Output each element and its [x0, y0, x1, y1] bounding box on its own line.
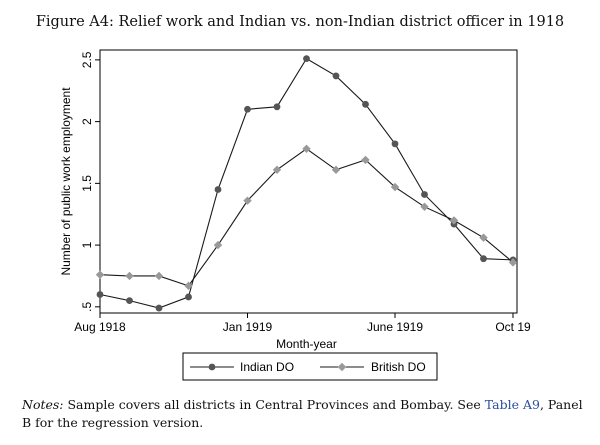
table-a9-link[interactable]: Table A9: [484, 397, 540, 412]
data-point: [185, 293, 192, 301]
figure-notes: Notes: Sample covers all districts in Ce…: [22, 396, 592, 432]
legend-entry: Indian DO: [190, 360, 294, 374]
data-point: [303, 55, 310, 63]
data-point: [391, 140, 399, 148]
series-british-do: [95, 144, 518, 291]
data-point: [243, 196, 252, 205]
data-point: [508, 258, 518, 267]
line-chart: .5 1 1.5 2 2.5 Aug 1918 Jan 1919 June 1919 Oct 1…: [59, 49, 531, 381]
data-point: [213, 240, 223, 250]
x-axis-title: Month-year: [276, 337, 337, 351]
data-point: [421, 191, 428, 198]
data-point: [390, 182, 400, 192]
data-point: [479, 233, 488, 242]
legend: Indian DO British DO: [182, 352, 438, 381]
y-axis-title: Number of public work employment: [59, 87, 73, 276]
series-indian-do: [96, 55, 517, 312]
legend-entry: British DO: [320, 360, 426, 374]
legend-label: Indian DO: [240, 360, 294, 374]
legend-marker: [337, 362, 347, 372]
x-tick-label: Aug 1918: [74, 320, 126, 334]
notes-label: Notes:: [22, 397, 64, 412]
data-point: [362, 100, 369, 108]
chart-title: Figure A4: Relief work and Indian vs. no…: [35, 14, 565, 30]
data-point: [214, 186, 222, 193]
data-point: [273, 103, 281, 111]
notes-text-before: Sample covers all districts in Central P…: [63, 397, 485, 412]
data-point: [155, 304, 163, 312]
data-point: [302, 144, 311, 153]
data-point: [449, 216, 459, 225]
data-point: [96, 291, 104, 298]
data-point: [361, 155, 370, 165]
y-tick-label: 2: [80, 118, 94, 125]
notes-text-after: , Panel B for the regression version.: [22, 397, 583, 430]
data-point: [244, 105, 251, 113]
x-tick-label: June 1919: [367, 320, 423, 334]
y-tick-label: 1: [80, 241, 94, 248]
series-line: [99, 57, 514, 309]
data-point: [154, 271, 164, 281]
y-tick-label: 1.5: [80, 175, 94, 192]
data-point: [125, 271, 134, 281]
legend-label: British DO: [371, 360, 426, 374]
data-point: [331, 165, 341, 174]
y-tick-label: .5: [80, 302, 94, 312]
data-point: [95, 270, 105, 279]
plot-frame: [99, 49, 518, 314]
axes: .5 1 1.5 2 2.5 Aug 1918 Jan 1919 June 1919 Oct 1…: [59, 49, 531, 351]
legend-marker: [208, 363, 216, 371]
x-tick-label: Oct 19: [495, 320, 531, 334]
data-point: [480, 255, 487, 263]
data-point: [272, 165, 282, 174]
y-tick-label: 2.5: [80, 51, 94, 68]
data-point: [332, 72, 340, 80]
data-point: [126, 297, 133, 305]
series-line: [99, 148, 514, 287]
series-layer: [95, 55, 518, 312]
data-point: [184, 281, 193, 291]
x-tick-label: Jan 1919: [223, 320, 273, 334]
data-point: [420, 202, 429, 212]
